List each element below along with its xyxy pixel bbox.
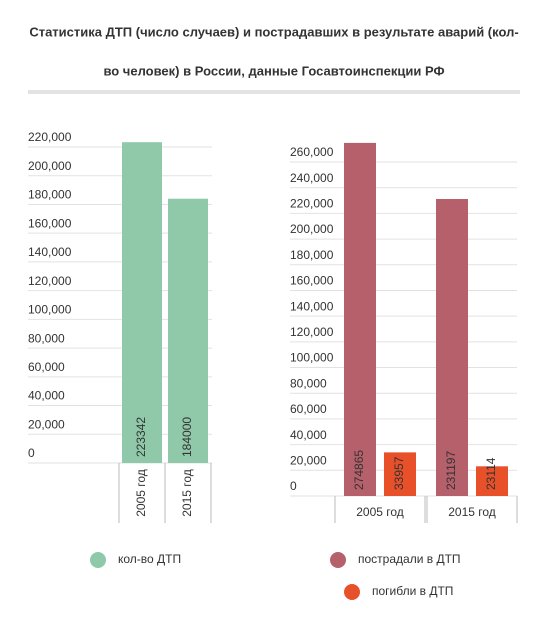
y-tick-label: 260,000 bbox=[290, 145, 334, 159]
bar bbox=[476, 466, 508, 496]
y-tick-label: 60,000 bbox=[290, 402, 327, 416]
legend-label: пострадали в ДТП bbox=[358, 552, 461, 566]
y-tick-label: 220,000 bbox=[28, 130, 72, 144]
y-tick-label: 100,000 bbox=[28, 303, 72, 317]
value-label: 274865 bbox=[352, 450, 366, 490]
bar bbox=[122, 142, 162, 463]
y-tick-label: 40,000 bbox=[290, 428, 327, 442]
y-tick-label: 0 bbox=[28, 446, 35, 460]
x-tick-label: 2015 год bbox=[448, 505, 496, 519]
y-tick-label: 160,000 bbox=[290, 274, 334, 288]
bar bbox=[168, 198, 208, 463]
y-tick-label: 0 bbox=[290, 479, 297, 493]
y-tick-label: 80,000 bbox=[28, 331, 65, 345]
y-tick-label: 120,000 bbox=[28, 274, 72, 288]
y-tick-label: 140,000 bbox=[28, 245, 72, 259]
y-tick-label: 240,000 bbox=[290, 171, 334, 185]
y-tick-label: 20,000 bbox=[290, 453, 327, 467]
y-tick-label: 200,000 bbox=[290, 222, 334, 236]
y-tick-label: 200,000 bbox=[28, 159, 72, 173]
bar bbox=[344, 142, 376, 497]
legend-swatch bbox=[90, 552, 106, 568]
y-tick-label: 60,000 bbox=[28, 360, 65, 374]
bar bbox=[384, 452, 416, 496]
y-tick-label: 40,000 bbox=[28, 389, 65, 403]
y-tick-label: 120,000 bbox=[290, 325, 334, 339]
y-tick-label: 180,000 bbox=[290, 248, 334, 262]
y-tick-label: 180,000 bbox=[28, 188, 72, 202]
legend-label: погибли в ДТП bbox=[372, 584, 453, 598]
value-label: 23114 bbox=[484, 457, 498, 490]
title-line: во человек) в России, данные Госавтоинсп… bbox=[103, 63, 444, 78]
value-label: 231197 bbox=[444, 451, 458, 490]
x-tick-label: 2015 год bbox=[180, 469, 194, 517]
value-label: 184000 bbox=[180, 417, 194, 457]
value-label: 223342 bbox=[134, 417, 148, 457]
value-label: 33957 bbox=[392, 456, 406, 490]
bar bbox=[436, 199, 468, 496]
y-tick-label: 140,000 bbox=[290, 299, 334, 313]
y-tick-label: 20,000 bbox=[28, 417, 65, 431]
legend-swatch bbox=[344, 584, 360, 600]
y-tick-label: 100,000 bbox=[290, 351, 334, 365]
y-tick-label: 220,000 bbox=[290, 197, 334, 211]
legend-swatch bbox=[330, 552, 346, 568]
y-tick-label: 80,000 bbox=[290, 376, 327, 390]
title-line: Статистика ДТП (число случаев) и пострад… bbox=[29, 24, 518, 39]
x-tick-label: 2005 год bbox=[134, 469, 148, 517]
y-tick-label: 160,000 bbox=[28, 216, 72, 230]
legend-label: кол-во ДТП bbox=[118, 552, 181, 566]
x-tick-label: 2005 год bbox=[356, 505, 404, 519]
